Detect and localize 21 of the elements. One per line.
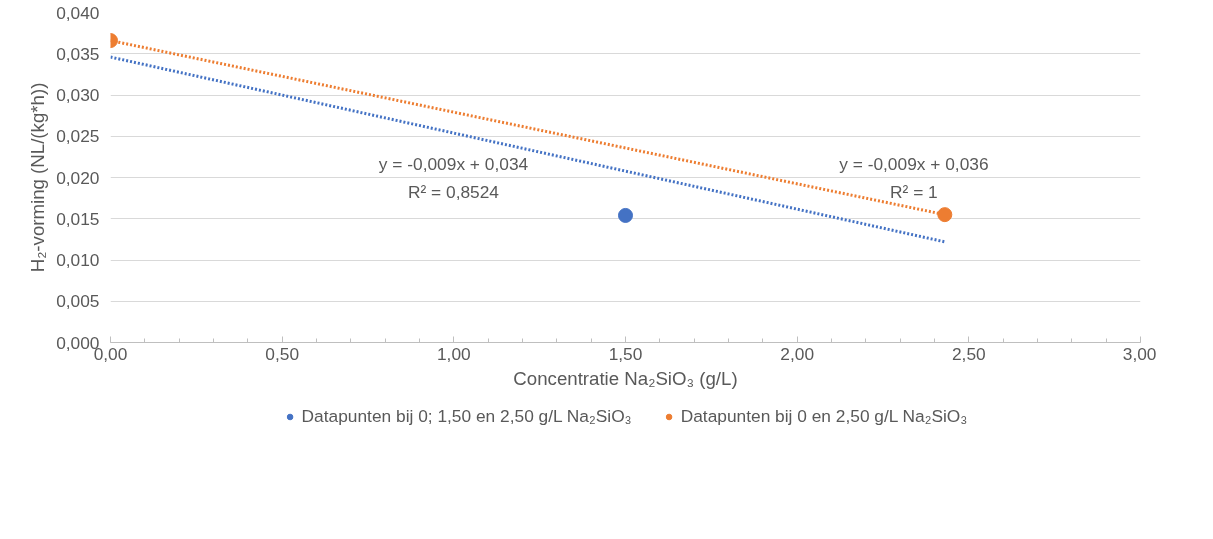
y-tick-label: 0,030 bbox=[56, 85, 100, 105]
x-tick-label: 1,50 bbox=[608, 343, 643, 364]
y-tick-label: 0,010 bbox=[56, 250, 100, 270]
y-tick-label: 0,035 bbox=[56, 43, 100, 64]
x-tick-label: 2,50 bbox=[951, 343, 986, 364]
y-tick-label: 0,015 bbox=[56, 208, 100, 229]
y-tick-label: 0,040 bbox=[56, 2, 100, 23]
x-tick-label: 3,00 bbox=[1122, 343, 1157, 364]
x-tick-label: 2,00 bbox=[780, 343, 815, 364]
x-tick-label: 0,50 bbox=[265, 343, 300, 364]
y-tick-label: 0,005 bbox=[56, 291, 100, 312]
y-tick-label: 0,025 bbox=[56, 126, 100, 147]
x-axis-title: Concentratie Na₂SiO₃ (g/L) bbox=[513, 367, 738, 389]
annotation: y = -0,009x + 0,036 R² = 1 bbox=[839, 153, 989, 202]
y-tick-label: 0,020 bbox=[56, 167, 100, 188]
legend-label: Datapunten bij 0 en 2,50 g/L Na₂SiO₃ bbox=[680, 405, 968, 427]
y-axis-title: H₂-vorming (NL/(kg*h)) bbox=[27, 82, 49, 273]
x-tick-label: 1,00 bbox=[436, 343, 471, 364]
annotation: y = -0,009x + 0,034 R² = 0,8524 bbox=[378, 153, 529, 202]
point bbox=[618, 207, 633, 223]
legend-label: Datapunten bij 0; 1,50 en 2,50 g/L Na₂SiO₃ bbox=[301, 405, 632, 427]
